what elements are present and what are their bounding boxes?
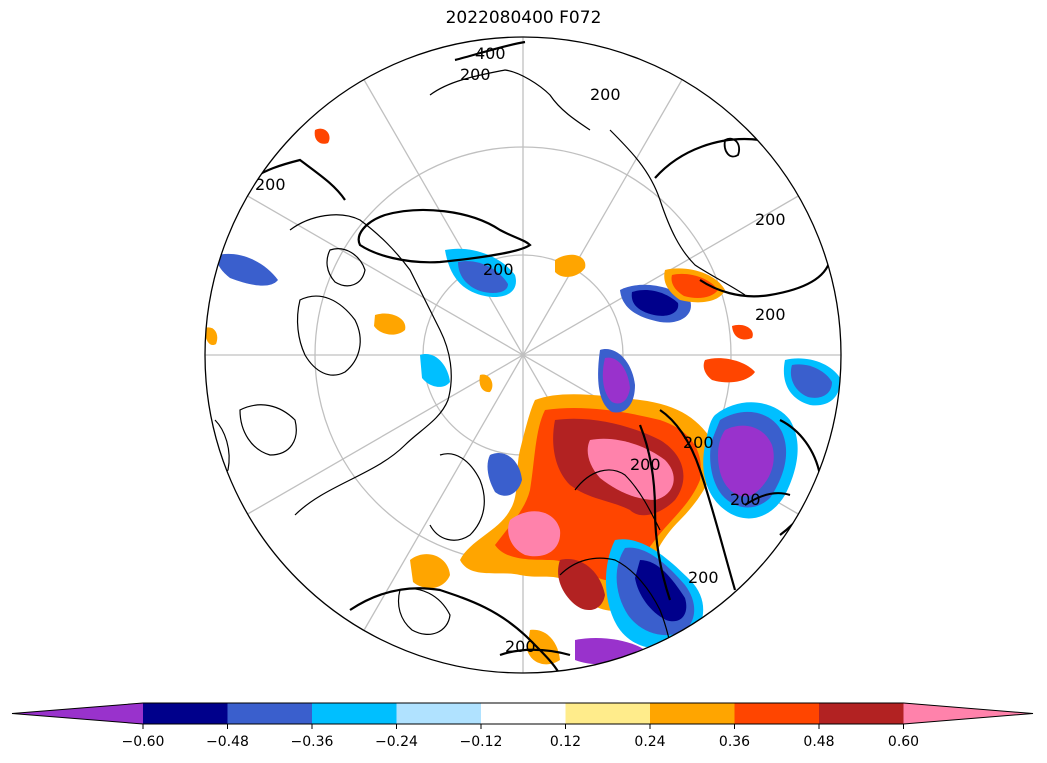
contour-label: 200 xyxy=(683,433,714,452)
anomaly-shading xyxy=(205,128,841,665)
contour-label: 200 xyxy=(755,305,786,324)
colorbar-tick-label: −0.24 xyxy=(375,734,418,750)
contour-200-trough2 xyxy=(638,424,672,601)
colorbar-bin xyxy=(227,703,313,724)
contour-label: 200 xyxy=(688,568,719,587)
colorbar-tick-label: 0.36 xyxy=(719,734,750,750)
colorbar-bin xyxy=(565,703,651,724)
contour-label: 200 xyxy=(590,85,621,104)
colorbar-extend-max xyxy=(903,703,1033,724)
colorbar-bin xyxy=(734,703,820,724)
positive-anomaly-peak xyxy=(587,438,674,500)
colorbar-tick-label: 0.48 xyxy=(803,734,834,750)
map-title: 2022080400 F072 xyxy=(445,8,602,28)
colorbar-tick-label: 0.12 xyxy=(550,734,581,750)
contour-labels: 400 200 200 200 200 200 200 200 200 200 … xyxy=(255,44,786,656)
coastlines xyxy=(209,69,746,671)
contour-label: 200 xyxy=(730,490,761,509)
contour-200-southwest xyxy=(499,648,571,657)
colorbar-bin xyxy=(819,703,904,724)
contour-label: 200 xyxy=(460,65,491,84)
colorbar-tick-label: 0.24 xyxy=(634,734,665,750)
contour-400-north xyxy=(454,40,526,62)
colorbar-tick-label: −0.12 xyxy=(460,734,503,750)
contour-label: 200 xyxy=(755,210,786,229)
colorbar-tick-label: −0.60 xyxy=(122,734,165,750)
contour-label: 200 xyxy=(255,175,286,194)
colorbar-bin xyxy=(312,703,397,724)
colorbar-bin xyxy=(481,703,566,724)
colorbar-tick-label: 0.60 xyxy=(888,734,919,750)
contour-label: 200 xyxy=(483,260,514,279)
contour-200-trough xyxy=(659,409,737,591)
contour-label: 200 xyxy=(630,455,661,474)
colorbar-bin xyxy=(650,703,735,724)
colorbar-extend-min xyxy=(12,703,143,724)
contour-label: 200 xyxy=(505,637,536,656)
colorbar-tick-label: −0.36 xyxy=(291,734,334,750)
colorbar-bin xyxy=(143,703,228,724)
contour-200-north xyxy=(357,208,532,264)
colorbar-bin xyxy=(396,703,482,724)
contour-label: 400 xyxy=(475,44,506,63)
map-boundary xyxy=(204,36,842,674)
colorbar-tick-label: −0.48 xyxy=(206,734,249,750)
contour-200-south xyxy=(349,587,561,673)
